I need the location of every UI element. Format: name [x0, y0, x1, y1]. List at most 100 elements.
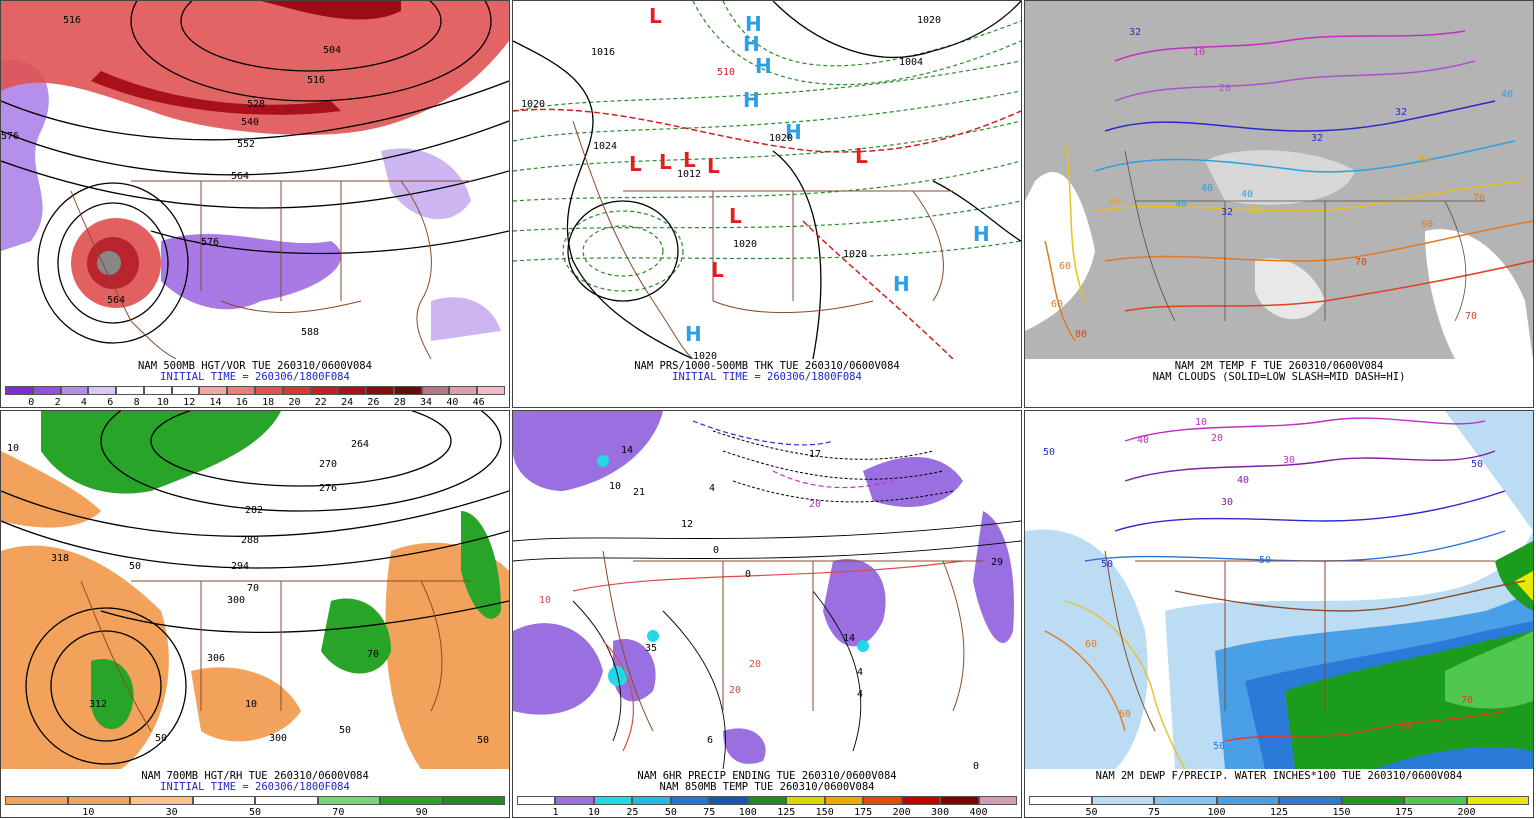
- contour-label: 20: [1219, 83, 1231, 94]
- color-scale-swatch: [67, 796, 130, 805]
- color-scale-swatch: [901, 796, 941, 805]
- color-scale-tick-label: 18: [262, 397, 275, 408]
- color-scale-tick-label: 8: [133, 397, 140, 408]
- contour-label: 276: [319, 483, 337, 494]
- color-scale-tick-label: 150: [1332, 807, 1351, 818]
- contour-label: 1020: [769, 133, 793, 144]
- color-scale-tick-label: 26: [367, 397, 380, 408]
- color-scale-tick-label: 20: [288, 397, 301, 408]
- contour-label: 306: [207, 653, 225, 664]
- contour-label: 14: [621, 445, 633, 456]
- map-6hr-precipitation: 14 21 4 12 10 0 0 10 20 14 17 4 20 6 4 2…: [513, 411, 1021, 769]
- color-scale-tick-label: 50: [1085, 807, 1098, 818]
- contour-label: 1020: [521, 99, 545, 110]
- color-scale-swatch: [171, 386, 200, 395]
- contour-label: 20: [809, 499, 821, 510]
- contour-label: 60: [1119, 709, 1131, 720]
- color-scale-tick-label: 40: [446, 397, 459, 408]
- map-dewpoint-precipitable-water: 50 40 50 60 30 50 40 30 20 10 60 50 60 5…: [1025, 411, 1533, 769]
- color-scale-swatch: [786, 796, 825, 805]
- contour-label: 60: [1051, 299, 1063, 310]
- panel-700mb-hgt-rh[interactable]: 264 270 276 282 288 294 300 306 312 300 …: [0, 410, 510, 818]
- contour-label: 10: [245, 699, 257, 710]
- color-scale-swatch: [709, 796, 748, 805]
- contour-label: 540: [241, 117, 259, 128]
- color-scale-tick-label: 100: [738, 807, 757, 818]
- panel-title: NAM 700MB HGT/RH TUE 260310/0600V084: [141, 770, 369, 782]
- panel-6hr-precip[interactable]: 14 21 4 12 10 0 0 10 20 14 17 4 20 6 4 2…: [512, 410, 1022, 818]
- color-scale-swatch: [88, 386, 117, 395]
- color-scale-swatch: [32, 386, 61, 395]
- color-scale-tick-label: 4: [80, 397, 87, 408]
- contour-label: 318: [51, 553, 69, 564]
- map-700mb-humidity: 264 270 276 282 288 294 300 306 312 300 …: [1, 411, 509, 769]
- color-scale-swatch: [1091, 796, 1154, 805]
- contour-label: 10: [609, 481, 621, 492]
- color-scale-tick-label: 125: [1269, 807, 1289, 818]
- panel-pressure-thickness[interactable]: H H H H H H H H L L L L L L L L 1016 102…: [512, 0, 1022, 408]
- color-scale-tick-label: 16: [235, 397, 248, 408]
- contour-label: 576: [201, 237, 219, 248]
- contour-label: 32: [1129, 27, 1141, 38]
- contour-label: 564: [231, 171, 249, 182]
- color-scale-tick-label: 75: [1147, 807, 1161, 818]
- contour-label: 70: [1465, 311, 1477, 322]
- color-scale-tick-label: 25: [626, 807, 639, 818]
- color-scale-swatch: [442, 796, 505, 805]
- color-scale-swatch: [310, 386, 339, 395]
- high-pressure-marker: H: [743, 88, 760, 112]
- high-pressure-marker: H: [893, 272, 910, 296]
- color-scale-swatch: [863, 796, 902, 805]
- contour-label: 70: [367, 649, 379, 660]
- contour-label: 60: [1401, 721, 1413, 732]
- contour-label: 40: [1237, 475, 1249, 486]
- high-pressure-marker: H: [785, 120, 802, 144]
- color-scale-swatch: [632, 796, 671, 805]
- contour-label: 70: [1461, 695, 1473, 706]
- color-scale-swatch: [670, 796, 710, 805]
- color-scale-tick-label: 150: [815, 807, 834, 818]
- contour-label: 32: [1221, 207, 1233, 218]
- color-scale-tick-label: 10: [587, 807, 600, 818]
- low-pressure-marker: L: [707, 154, 720, 178]
- map-2m-temperature-clouds: 32 32 40 32 40 40 32 60 50 60 70 60 70 8…: [1025, 1, 1533, 359]
- panel-2m-dewpoint-pwat[interactable]: 50 40 50 60 30 50 40 30 20 10 60 50 60 5…: [1024, 410, 1534, 818]
- color-scale-labels: 10 30 50 70 90: [5, 807, 505, 818]
- contour-label: 14: [843, 633, 855, 644]
- panel-500mb-hgt-vor[interactable]: 516 504 516 528 540 552 564 576 564 588 …: [0, 0, 510, 408]
- color-scale-swatch: [5, 386, 33, 395]
- color-scale-swatch: [517, 796, 556, 805]
- color-scale-tick-label: 14: [209, 397, 222, 408]
- contour-label: 312: [89, 699, 107, 710]
- contour-label: 10: [539, 595, 551, 606]
- high-pressure-marker: H: [685, 322, 702, 346]
- low-pressure-marker: L: [629, 152, 642, 176]
- color-scale-swatch: [366, 386, 394, 395]
- color-scale-tick-label: 100: [1207, 807, 1226, 818]
- contour-label: 0: [745, 569, 751, 580]
- color-scale-swatch: [255, 796, 318, 805]
- color-scale-swatch: [747, 796, 787, 805]
- contour-label: 35: [645, 643, 657, 654]
- high-pressure-marker: H: [745, 12, 762, 36]
- color-scale-tick-label: 0: [28, 397, 35, 408]
- contour-label: 70: [1473, 193, 1485, 204]
- contour-label: 70: [1355, 257, 1367, 268]
- color-scale-labels: 50 75 100 125 150 175 200: [1029, 807, 1529, 818]
- color-scale-bar: [5, 796, 505, 805]
- contour-label: 552: [237, 139, 255, 150]
- contour-label: 516: [63, 15, 81, 26]
- contour-label: 4: [857, 689, 863, 700]
- panel-2m-temp-clouds[interactable]: 32 32 40 32 40 40 32 60 50 60 70 60 70 8…: [1024, 0, 1534, 408]
- color-scale-swatch: [978, 796, 1017, 805]
- contour-label: 6: [707, 735, 713, 746]
- color-scale-tick-label: 46: [472, 397, 485, 408]
- high-pressure-marker: H: [755, 54, 772, 78]
- high-pressure-marker: H: [743, 32, 760, 56]
- color-scale-tick-label: 70: [332, 807, 345, 818]
- color-scale-swatch: [1341, 796, 1404, 805]
- color-scale-swatch: [940, 796, 979, 805]
- contour-label: 264: [351, 439, 369, 450]
- color-scale-swatch: [593, 796, 633, 805]
- contour-label: 70: [247, 583, 259, 594]
